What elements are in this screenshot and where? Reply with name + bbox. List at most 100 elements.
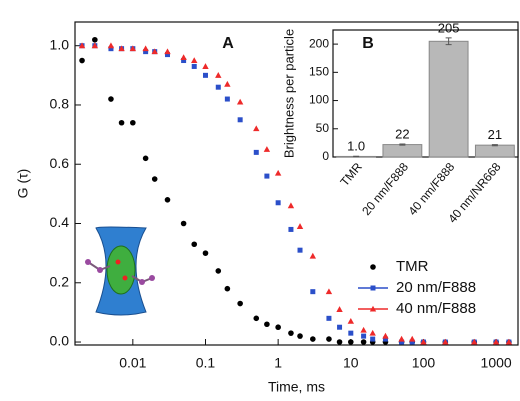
marker: [202, 250, 209, 256]
marker: [92, 36, 98, 43]
marker: [180, 54, 187, 61]
marker: [164, 196, 171, 203]
marker: [202, 63, 209, 69]
y-tick-label: 0.6: [50, 155, 70, 171]
marker: [360, 326, 367, 333]
marker: [236, 98, 244, 105]
x-tick-label: 20 nm/F888: [359, 160, 411, 218]
y-tick-label: 0.2: [50, 273, 70, 289]
marker: [382, 332, 389, 339]
marker: [130, 119, 136, 126]
x-tick-label: TMR: [337, 160, 365, 189]
marker: [237, 117, 243, 123]
value-label: 1.0: [347, 139, 365, 154]
marker: [409, 339, 415, 345]
marker: [142, 45, 149, 52]
marker: [287, 202, 295, 209]
marker: [191, 241, 198, 248]
x-tick-label: 10: [343, 355, 359, 371]
marker: [253, 125, 260, 132]
y-tick-label: 50: [316, 121, 330, 135]
y-tick-label: 0: [322, 149, 329, 163]
marker: [310, 289, 316, 295]
bar: [428, 40, 469, 158]
marker: [310, 336, 316, 342]
marker: [369, 329, 376, 336]
marker: [151, 48, 158, 55]
marker: [78, 42, 86, 49]
x-tick-label: 100: [412, 355, 436, 371]
marker: [348, 339, 354, 345]
marker: [369, 305, 377, 312]
x-tick-label: 0.1: [196, 355, 216, 371]
x-tick-label: 1000: [481, 355, 512, 371]
marker: [297, 333, 303, 339]
y-tick-label: 1.0: [50, 36, 70, 52]
marker: [253, 315, 260, 322]
x-axis-label: Time, ms: [268, 379, 325, 395]
marker: [336, 339, 343, 345]
marker: [264, 173, 270, 179]
y-axis-label: G (τ): [15, 169, 31, 199]
marker: [151, 176, 158, 182]
y-tick-label: 200: [309, 36, 329, 50]
marker: [492, 338, 500, 345]
marker: [118, 45, 125, 52]
y-tick-label: 100: [309, 93, 329, 107]
marker: [224, 285, 231, 292]
marker: [191, 63, 197, 69]
marker: [288, 226, 294, 232]
marker: [202, 72, 208, 78]
marker: [360, 339, 367, 345]
y-tick-label: 150: [309, 65, 329, 79]
legend-label: TMR: [396, 258, 429, 275]
error-bar: [445, 37, 452, 46]
value-label: 205: [438, 20, 460, 35]
marker: [326, 336, 332, 342]
y-tick-label: 0.4: [50, 214, 70, 230]
marker: [91, 42, 99, 49]
inset-bg: [333, 30, 518, 157]
marker: [505, 338, 513, 345]
plot-frame: [74, 21, 519, 346]
marker: [296, 223, 304, 229]
legend-label: 20 nm/F888: [396, 279, 476, 296]
bar: [382, 144, 423, 158]
marker: [107, 42, 115, 49]
marker: [215, 268, 222, 274]
value-label: 22: [395, 126, 409, 141]
panel-label: A: [222, 35, 234, 52]
marker: [275, 324, 281, 331]
marker: [142, 155, 149, 162]
marker: [398, 335, 405, 342]
marker: [224, 96, 230, 102]
marker: [253, 149, 259, 155]
marker: [108, 46, 114, 52]
marker: [382, 336, 388, 342]
marker: [275, 200, 281, 206]
value-label: 21: [488, 127, 502, 142]
marker: [224, 80, 231, 87]
y-tick-label: 0.0: [50, 333, 70, 349]
marker: [361, 333, 367, 339]
marker: [143, 49, 149, 55]
marker: [297, 247, 303, 253]
y-tick-label: 0.8: [50, 96, 70, 112]
marker: [180, 220, 187, 227]
error-bar: [491, 144, 498, 147]
marker: [420, 338, 427, 345]
marker: [347, 317, 355, 324]
marker: [370, 336, 376, 342]
marker: [471, 338, 478, 345]
marker: [325, 288, 333, 295]
marker: [164, 48, 171, 55]
marker: [370, 285, 376, 291]
marker: [79, 57, 85, 64]
x-tick-label: 40 nm/F888: [405, 160, 457, 218]
marker: [274, 169, 282, 176]
x-tick-label: 1: [274, 355, 282, 371]
marker: [336, 306, 343, 312]
marker: [288, 330, 294, 336]
marker: [118, 119, 125, 126]
